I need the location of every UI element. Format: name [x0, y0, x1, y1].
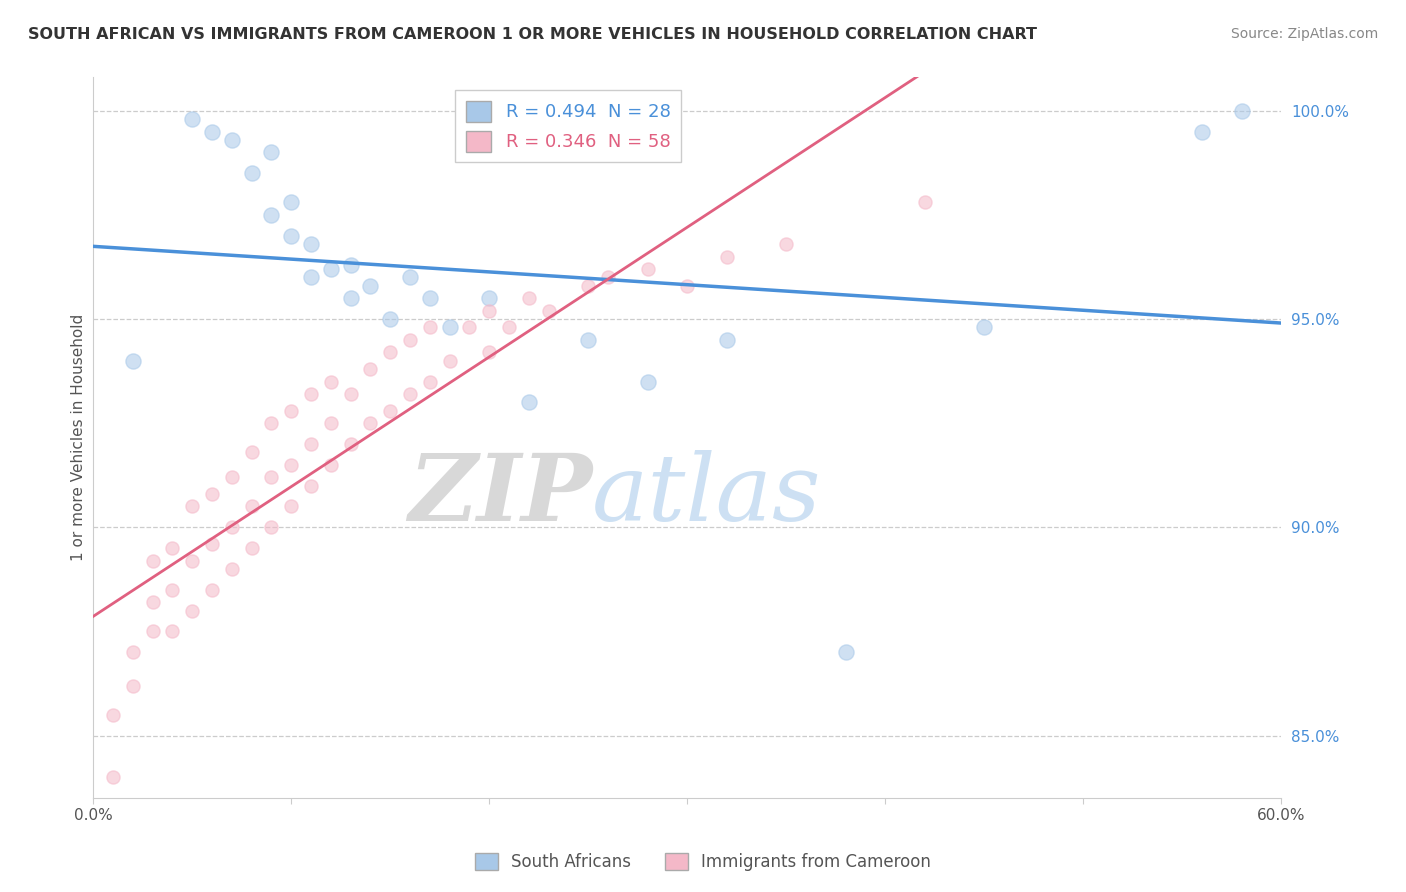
Point: [280, 500, 302, 514]
Point: [299, 387, 322, 401]
Point: [517, 291, 540, 305]
Point: [716, 333, 738, 347]
Point: [121, 353, 143, 368]
Point: [716, 250, 738, 264]
Point: [260, 208, 283, 222]
Point: [478, 303, 501, 318]
Point: [201, 125, 224, 139]
Point: [458, 320, 481, 334]
Point: [240, 500, 263, 514]
Point: [419, 375, 441, 389]
Point: [299, 478, 322, 492]
Point: [181, 500, 204, 514]
Point: [1191, 125, 1213, 139]
Point: [299, 437, 322, 451]
Point: [142, 595, 165, 609]
Point: [162, 582, 184, 597]
Point: [221, 562, 243, 576]
Point: [319, 458, 342, 472]
Point: [201, 537, 224, 551]
Point: [637, 262, 659, 277]
Point: [201, 582, 224, 597]
Point: [221, 470, 243, 484]
Point: [181, 554, 204, 568]
Legend: South Africans, Immigrants from Cameroon: South Africans, Immigrants from Cameroon: [467, 845, 939, 880]
Point: [419, 320, 441, 334]
Point: [101, 770, 124, 784]
Point: [378, 403, 401, 417]
Point: [339, 291, 361, 305]
Text: ZIP: ZIP: [408, 450, 592, 541]
Point: [339, 258, 361, 272]
Point: [478, 345, 501, 359]
Point: [142, 554, 165, 568]
Point: [280, 195, 302, 210]
Point: [260, 470, 283, 484]
Point: [419, 291, 441, 305]
Point: [359, 362, 381, 376]
Point: [775, 237, 797, 252]
Point: [260, 416, 283, 430]
Point: [914, 195, 936, 210]
Point: [339, 437, 361, 451]
Point: [378, 345, 401, 359]
Legend: R = 0.494  N = 28, R = 0.346  N = 58: R = 0.494 N = 28, R = 0.346 N = 58: [456, 90, 682, 162]
Point: [359, 278, 381, 293]
Point: [240, 166, 263, 180]
Text: atlas: atlas: [592, 450, 821, 541]
Point: [596, 270, 619, 285]
Point: [517, 395, 540, 409]
Point: [576, 278, 599, 293]
Point: [240, 541, 263, 556]
Text: Source: ZipAtlas.com: Source: ZipAtlas.com: [1230, 27, 1378, 41]
Point: [378, 312, 401, 326]
Point: [973, 320, 995, 334]
Point: [101, 707, 124, 722]
Point: [439, 353, 461, 368]
Point: [181, 112, 204, 127]
Point: [221, 520, 243, 534]
Point: [359, 416, 381, 430]
Point: [339, 387, 361, 401]
Point: [280, 228, 302, 243]
Point: [280, 458, 302, 472]
Point: [260, 520, 283, 534]
Point: [439, 320, 461, 334]
Y-axis label: 1 or more Vehicles in Household: 1 or more Vehicles in Household: [72, 314, 86, 561]
Point: [162, 624, 184, 639]
Point: [399, 387, 422, 401]
Point: [1230, 103, 1253, 118]
Point: [637, 375, 659, 389]
Point: [121, 679, 143, 693]
Point: [537, 303, 560, 318]
Point: [498, 320, 520, 334]
Point: [121, 645, 143, 659]
Point: [299, 270, 322, 285]
Point: [181, 604, 204, 618]
Point: [399, 333, 422, 347]
Point: [399, 270, 422, 285]
Point: [319, 416, 342, 430]
Point: [201, 487, 224, 501]
Text: SOUTH AFRICAN VS IMMIGRANTS FROM CAMEROON 1 OR MORE VEHICLES IN HOUSEHOLD CORREL: SOUTH AFRICAN VS IMMIGRANTS FROM CAMEROO…: [28, 27, 1038, 42]
Point: [260, 145, 283, 160]
Point: [319, 375, 342, 389]
Point: [280, 403, 302, 417]
Point: [221, 133, 243, 147]
Point: [576, 333, 599, 347]
Point: [478, 291, 501, 305]
Point: [142, 624, 165, 639]
Point: [240, 445, 263, 459]
Point: [299, 237, 322, 252]
Point: [319, 262, 342, 277]
Point: [676, 278, 699, 293]
Point: [162, 541, 184, 556]
Point: [834, 645, 856, 659]
